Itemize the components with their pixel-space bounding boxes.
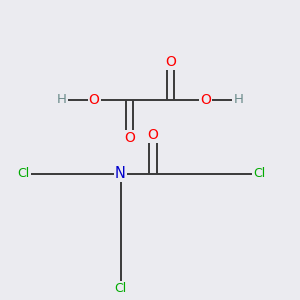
Text: O: O xyxy=(88,93,100,107)
Text: O: O xyxy=(148,128,158,142)
Text: Cl: Cl xyxy=(253,167,265,180)
Text: Cl: Cl xyxy=(114,282,127,295)
Text: O: O xyxy=(200,93,211,107)
Text: Cl: Cl xyxy=(17,167,29,180)
Text: O: O xyxy=(124,131,135,145)
Text: H: H xyxy=(233,93,243,106)
Text: O: O xyxy=(165,55,176,69)
Text: H: H xyxy=(57,93,67,106)
Text: N: N xyxy=(115,166,126,181)
